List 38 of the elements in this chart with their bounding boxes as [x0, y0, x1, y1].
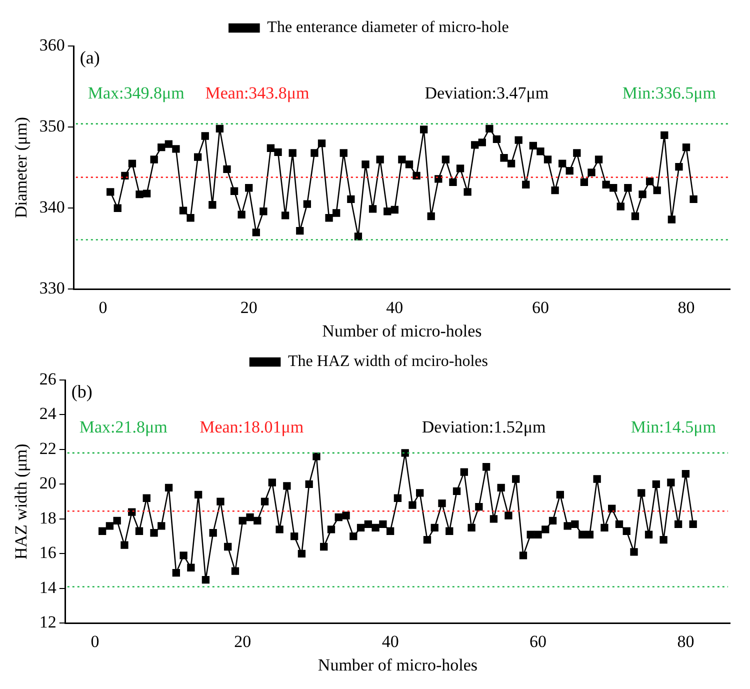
y-tick-label: 20: [39, 474, 56, 493]
annotation: Min:14.5μm: [630, 417, 716, 436]
y-tick-label: 16: [39, 543, 56, 562]
y-tick-label: 360: [39, 35, 65, 54]
legend-label: The enterance diameter of micro-hole: [267, 19, 509, 36]
y-tick-label: 340: [39, 198, 65, 217]
annotation: Mean:343.8μm: [205, 83, 310, 102]
x-tick-label: 80: [677, 632, 694, 651]
y-axis-title: Diameter (μm): [12, 117, 31, 218]
x-tick-label: 20: [234, 632, 252, 651]
x-tick-label: 60: [532, 298, 549, 317]
annotation: Max:349.8μm: [88, 83, 184, 102]
y-tick-label: 22: [39, 438, 56, 458]
y-tick-label: 330: [39, 278, 65, 298]
annotation: Max:21.8μm: [79, 417, 168, 436]
y-tick-label: 350: [39, 116, 65, 136]
y-tick-label: 12: [39, 612, 56, 632]
x-tick-label: 60: [530, 632, 547, 651]
y-tick-label: 18: [39, 508, 56, 528]
annotation: Mean:18.01μm: [200, 417, 304, 436]
y-tick-label: 26: [39, 369, 56, 388]
x-tick-label: 40: [382, 632, 399, 651]
chart-title: (b): [71, 382, 92, 402]
legend-label: The HAZ width of mciro-holes: [288, 353, 488, 370]
annotation: Min:336.5μm: [622, 83, 716, 102]
x-tick-label: 0: [98, 298, 108, 317]
x-axis-title: Number of micro-holes: [322, 321, 482, 340]
annotation: Deviation:1.52μm: [422, 417, 546, 436]
y-tick-label: 24: [39, 404, 57, 424]
x-tick-label: 40: [386, 298, 404, 317]
chart-title: (a): [80, 48, 100, 68]
annotation: Deviation:3.47μm: [424, 83, 549, 102]
x-axis-title: Number of micro-holes: [318, 655, 478, 674]
x-tick-label: 20: [240, 298, 258, 317]
x-tick-label: 80: [678, 298, 695, 317]
y-axis-title: HAZ width (μm): [12, 444, 31, 560]
x-tick-label: 0: [90, 632, 100, 651]
y-tick-label: 14: [39, 578, 57, 597]
